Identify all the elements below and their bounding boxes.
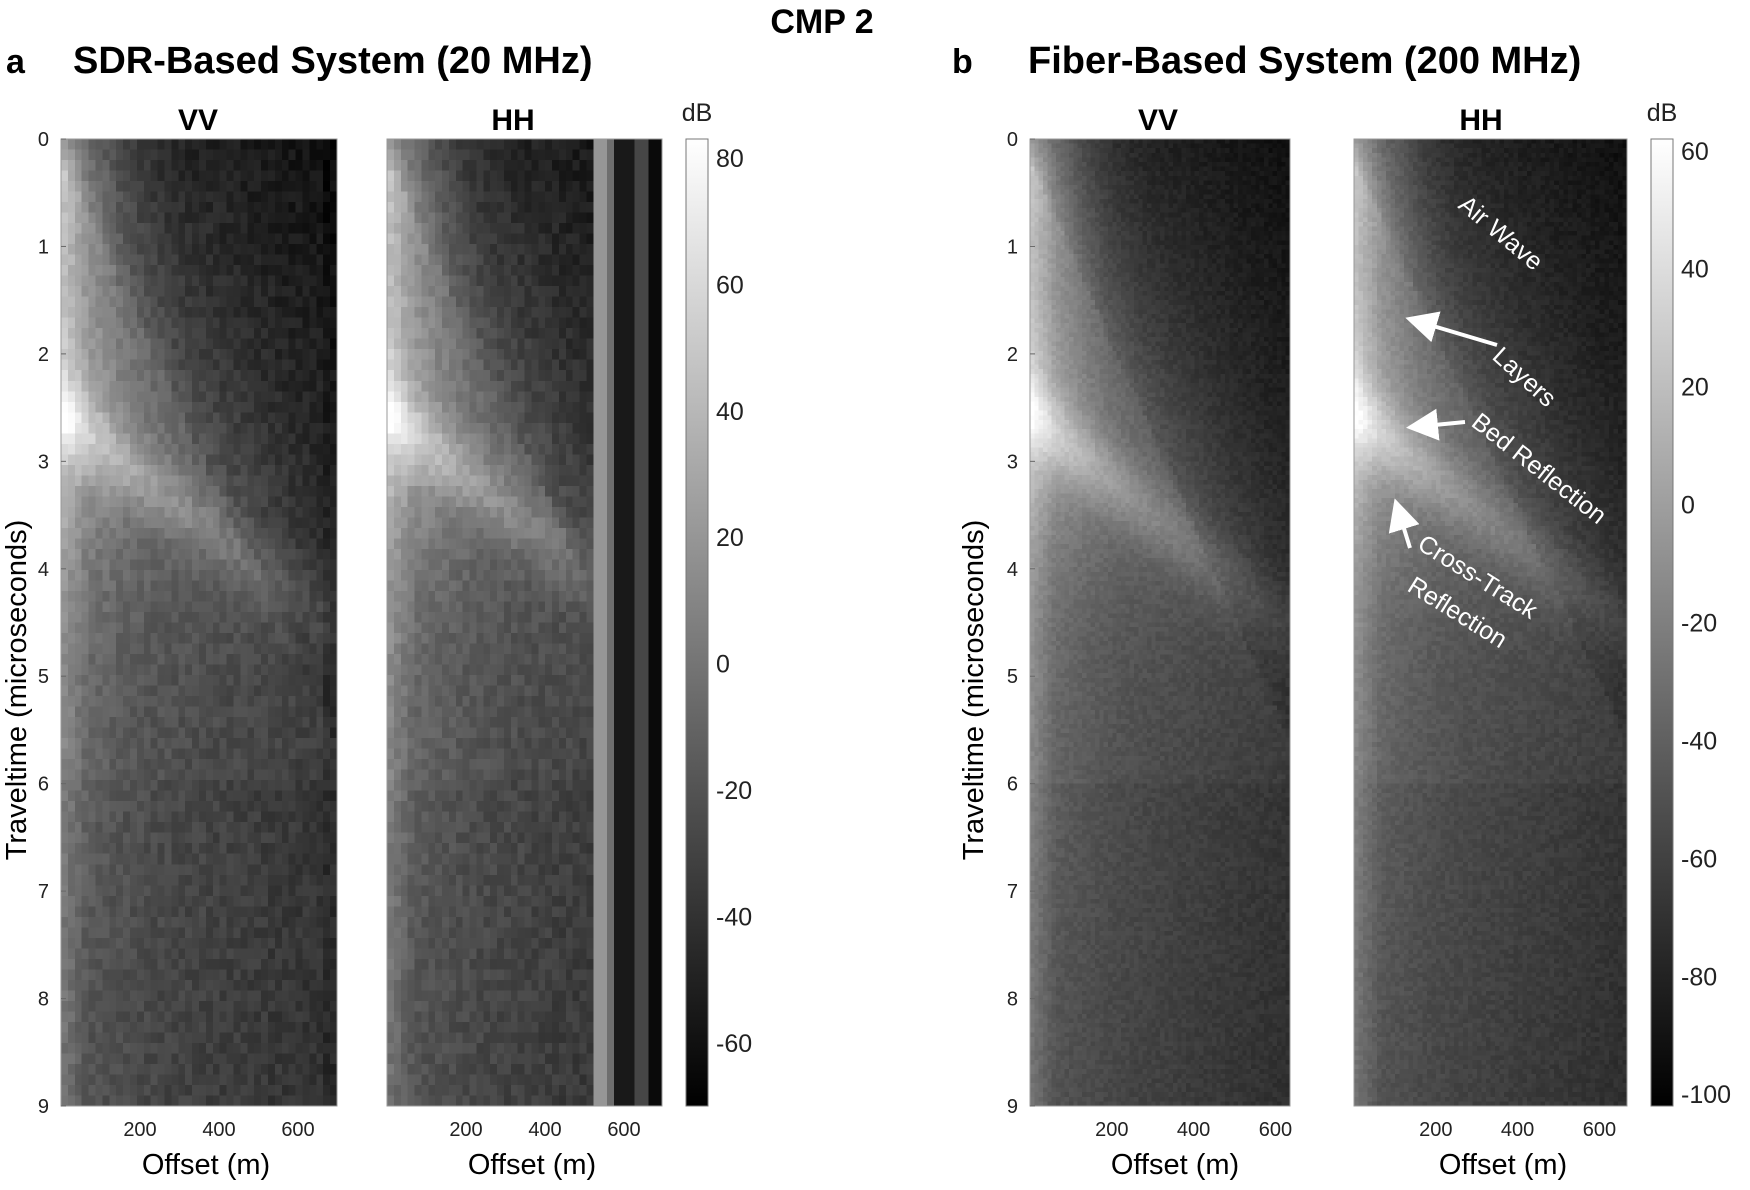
panel-b-ytick-0: 0 — [1007, 129, 1018, 151]
panel-a-hh-heatmap — [386, 138, 663, 1107]
arrow-layers — [1405, 311, 1498, 347]
panel-a-hh-xtick-600: 600 — [607, 1119, 640, 1141]
panel-b-colorbar — [1650, 138, 1674, 1107]
panel-a-label: a — [6, 43, 26, 81]
panel-a-vv-xtick-200: 200 — [123, 1119, 156, 1141]
panel-a-vv-xtick-400: 400 — [202, 1119, 235, 1141]
panel-b-vv-title: VV — [1138, 104, 1178, 137]
panel-a-colorbar-ticklabel-20: 20 — [716, 524, 744, 552]
panel-b-title: Fiber-Based System (200 MHz) — [1028, 40, 1581, 82]
panel-a-ytick-3: 3 — [38, 451, 49, 473]
panel-b-ytick-9: 9 — [1007, 1096, 1018, 1118]
panel-a-ytick-6: 6 — [38, 774, 49, 796]
panel-b-hh-heatmap — [1353, 138, 1628, 1107]
panel-b-ytick-7: 7 — [1007, 881, 1018, 903]
panel-a-vv-xlabel: Offset (m) — [142, 1149, 270, 1181]
panel-a-ytick-0: 0 — [38, 129, 49, 151]
panel-a-colorbar — [685, 138, 709, 1107]
arrow-cross-track — [1388, 498, 1420, 549]
panel-b-hh-xtick-200: 200 — [1419, 1119, 1452, 1141]
panel-a-ytick-9: 9 — [38, 1096, 49, 1118]
panel-a-colorbar-ticklabel--40: -40 — [716, 903, 752, 931]
panel-a-ytick-1: 1 — [38, 236, 49, 258]
panel-a-ytick-5: 5 — [38, 666, 49, 688]
figure-title: CMP 2 — [770, 3, 873, 41]
panel-b-vv-xtick-400: 400 — [1177, 1119, 1210, 1141]
panel-a-ytick-7: 7 — [38, 881, 49, 903]
panel-b-hh-title: HH — [1459, 104, 1502, 137]
panel-b-colorbar-ticklabel--100: -100 — [1681, 1081, 1731, 1109]
panel-b-vv-xtick-200: 200 — [1095, 1119, 1128, 1141]
panel-b-colorbar-ticklabel-40: 40 — [1681, 256, 1709, 284]
panel-a-hh-xtick-200: 200 — [449, 1119, 482, 1141]
panel-a-ytick-8: 8 — [38, 989, 49, 1011]
arrow-bed-reflection — [1406, 408, 1466, 441]
panel-a-hh-xtick-400: 400 — [528, 1119, 561, 1141]
panel-a-vv-title: VV — [178, 104, 218, 137]
panel-a-hh-xlabel: Offset (m) — [468, 1149, 596, 1181]
panel-b-vv-xtick-600: 600 — [1259, 1119, 1292, 1141]
panel-b-ytick-3: 3 — [1007, 451, 1018, 473]
panel-a-vv-heatmap — [60, 138, 338, 1107]
panel-a-colorbar-ticklabel-40: 40 — [716, 398, 744, 426]
panel-b-vv-heatmap — [1029, 138, 1291, 1107]
panel-b-ylabel: Traveltime (microseconds) — [958, 520, 990, 861]
panel-a-ytick-2: 2 — [38, 344, 49, 366]
panel-b-label: b — [952, 43, 973, 81]
panel-b-vv-xlabel: Offset (m) — [1111, 1149, 1239, 1181]
panel-a-title: SDR-Based System (20 MHz) — [73, 40, 592, 82]
panel-b-colorbar-ticklabel--80: -80 — [1681, 963, 1717, 991]
panel-a-vv-xtick-600: 600 — [281, 1119, 314, 1141]
panel-b-colorbar-ticklabel--40: -40 — [1681, 727, 1717, 755]
panel-b-ytick-5: 5 — [1007, 666, 1018, 688]
panel-b-ytick-8: 8 — [1007, 989, 1018, 1011]
panel-a-hh-title: HH — [491, 104, 534, 137]
panel-a-colorbar-ticklabel-80: 80 — [716, 145, 744, 173]
panel-b-colorbar-ticklabel-60: 60 — [1681, 138, 1709, 166]
panel-b-colorbar-ticklabel--60: -60 — [1681, 845, 1717, 873]
panel-a-colorbar-ticklabel-60: 60 — [716, 271, 744, 299]
panel-b-colorbar-ticklabel-20: 20 — [1681, 374, 1709, 402]
panel-a-colorbar-label: dB — [682, 99, 713, 127]
panel-b-ytick-1: 1 — [1007, 236, 1018, 258]
panel-b-hh-xlabel: Offset (m) — [1439, 1149, 1567, 1181]
panel-b-hh-xtick-400: 400 — [1501, 1119, 1534, 1141]
panel-b-colorbar-ticklabel-0: 0 — [1681, 492, 1695, 520]
panel-a-ytick-4: 4 — [38, 559, 49, 581]
panel-b-ytick-6: 6 — [1007, 774, 1018, 796]
panel-a-ylabel: Traveltime (microseconds) — [1, 520, 33, 861]
panel-a-colorbar-ticklabel--60: -60 — [716, 1030, 752, 1058]
panel-b-ytick-2: 2 — [1007, 344, 1018, 366]
panel-b-ytick-4: 4 — [1007, 559, 1018, 581]
panel-a-colorbar-ticklabel-0: 0 — [716, 651, 730, 679]
panel-a-colorbar-ticklabel--20: -20 — [716, 777, 752, 805]
panel-b-colorbar-label: dB — [1647, 99, 1678, 127]
panel-b-hh-xtick-600: 600 — [1583, 1119, 1616, 1141]
panel-b-colorbar-ticklabel--20: -20 — [1681, 610, 1717, 638]
